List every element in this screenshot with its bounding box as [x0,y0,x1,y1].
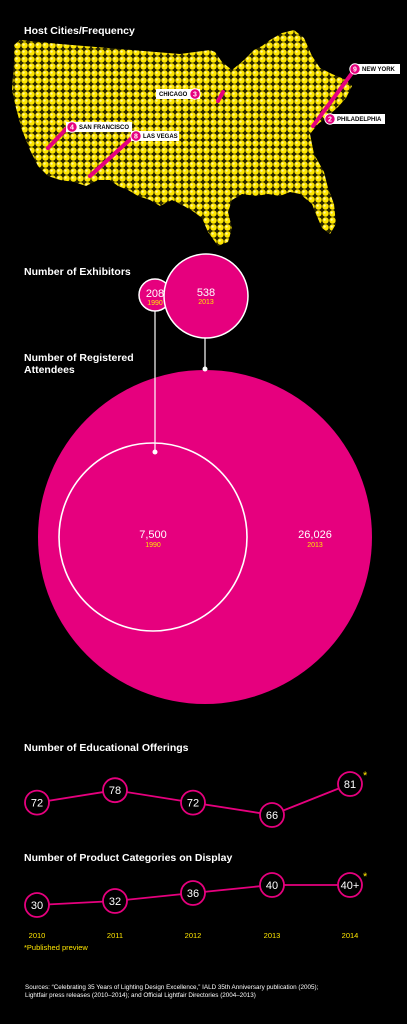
pin-badge-las-vegas [130,130,142,142]
pin-count-new-york: 9 [353,67,357,74]
education-point [180,789,206,816]
pin-badge-chicago [189,88,201,100]
attendees-bubble-1990 [58,442,248,632]
pin-count-las-vegas: 8 [134,134,138,141]
education-segment [36,789,116,804]
exhibitors-year-1990: 1990 [147,300,163,307]
attendees-title-line1: Number of Registered [24,352,134,364]
pin-count-san-francisco: 4 [70,125,74,132]
attendees-value-1990: 7,500 [139,529,167,541]
education-point [24,789,50,816]
education-point [102,777,128,804]
exhibitors-bubble-2013 [163,253,249,339]
pin-count-philadelphia: 2 [328,117,332,124]
pin-stem-las-vegas [88,134,136,178]
attendees-year-1990: 1990 [145,542,161,549]
pin-label-bg-new-york [352,64,400,74]
products-point [102,888,128,914]
host-cities-title: Host Cities/Frequency [24,25,135,37]
products-segment [192,884,273,894]
year-label: 2011 [107,931,123,940]
education-value-label: 72 [31,798,43,810]
connector-dot-2013 [202,366,208,372]
education-point [259,802,285,828]
exhibitors-value-2013: 538 [197,287,215,299]
education-segment [271,783,351,816]
pin-label-bg-las-vegas [131,131,179,141]
year-label: 2012 [185,931,202,940]
products-point [24,892,50,918]
products-point [259,872,285,898]
pin-badge-san-francisco [66,121,78,133]
products-value-label: 40 [266,880,278,892]
pin-badge-philadelphia [324,113,336,125]
sources-line-2: Lightfair press releases (2010–2014); an… [25,992,256,999]
pin-label-las-vegas: LAS VEGAS [143,134,178,140]
education-line-chart: 72 78 72 66 81 * [24,770,368,828]
education-value-label: 72 [187,798,199,810]
pin-stem-new-york [311,67,357,128]
year-label: 2010 [29,931,46,940]
products-star-marker: * [363,871,368,883]
exhibitors-title: Number of Exhibitors [24,266,131,278]
pin-label-bg-philadelphia [327,114,385,124]
education-star-marker: * [363,770,368,782]
pin-stem-san-francisco [46,125,70,150]
products-point [337,872,363,898]
connector-dot-1990 [152,449,158,455]
pin-label-bg-chicago [156,89,200,99]
year-label: 2013 [264,931,281,940]
exhibitors-year-2013: 2013 [198,299,214,306]
education-title: Number of Educational Offerings [24,742,189,754]
pin-stem-chicago [216,90,225,103]
products-value-label: 32 [109,896,121,908]
pin-count-chicago: 3 [193,92,197,99]
pin-label-bg-san-francisco [66,122,132,132]
footnote: *Published preview [24,943,88,952]
education-segment [114,789,194,804]
exhibitors-value-1990: 208 [146,288,164,300]
products-segment [36,900,116,906]
pin-label-philadelphia: PHILADELPHIA [337,117,382,123]
education-value-label: 81 [344,779,356,791]
sources-line-1: Sources: “Celebrating 35 Years of Lighti… [25,984,319,991]
products-line-chart: 30 32 36 40 40+* [24,871,368,918]
pin-label-san-francisco: SAN FRANCISCO [79,125,129,131]
education-value-label: 78 [109,785,121,797]
pin-label-chicago: CHICAGO [159,92,188,98]
products-value-label: 40+ [341,880,360,892]
year-label: 2014 [342,931,359,940]
products-segment [114,892,194,902]
sources-note: Sources: “Celebrating 35 Years of Lighti… [25,984,397,1000]
products-title: Number of Product Categories on Display [24,852,232,864]
products-point [180,880,206,906]
products-value-label: 36 [187,888,199,900]
usa-map-shape [12,30,352,246]
pin-label-new-york: NEW YORK [362,67,396,73]
education-point [337,771,363,797]
attendees-year-2013: 2013 [307,542,323,549]
products-value-label: 30 [31,900,43,912]
education-value-label: 66 [266,810,278,822]
attendees-title-line2: Attendees [24,364,75,376]
pin-badge-new-york [349,63,361,75]
attendees-value-2013: 26,026 [298,529,332,541]
education-segment [192,801,273,816]
year-axis: 2010 2011 2012 2013 2014 [29,931,359,940]
